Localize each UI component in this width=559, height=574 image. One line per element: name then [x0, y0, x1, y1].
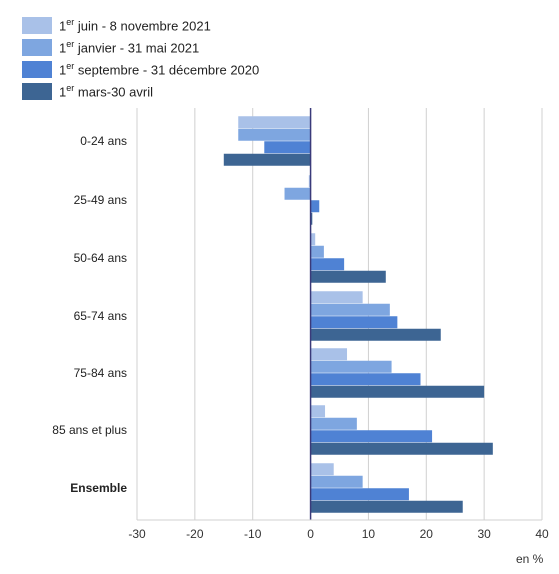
- x-tick-label: 30: [477, 527, 491, 541]
- bar: [310, 328, 441, 341]
- bar: [238, 116, 311, 129]
- bar: [310, 245, 324, 258]
- legend-item: 1er janvier - 31 mai 2021: [22, 36, 259, 58]
- legend-item: 1er juin - 8 novembre 2021: [22, 14, 259, 36]
- bar: [310, 348, 348, 361]
- bar: [310, 442, 493, 455]
- x-tick-label: 40: [535, 527, 549, 541]
- bar: [310, 212, 313, 225]
- bar: [310, 233, 316, 246]
- bar: [310, 405, 326, 418]
- bar: [310, 430, 433, 443]
- bar: [223, 153, 311, 166]
- bar: [310, 417, 357, 430]
- bar: [310, 291, 363, 304]
- legend-label: 1er septembre - 31 décembre 2020: [59, 60, 260, 78]
- bar: [310, 316, 398, 329]
- bar: [310, 270, 386, 283]
- legend-item: 1er mars-30 avril: [22, 80, 259, 102]
- x-tick-label: -20: [186, 527, 204, 541]
- legend: 1er juin - 8 novembre 2021 1er janvier - …: [22, 14, 259, 102]
- bar: [310, 360, 392, 373]
- category-label: 75-84 ans: [74, 366, 127, 380]
- category-label: 65-74 ans: [74, 309, 127, 323]
- x-tick-label: 10: [362, 527, 376, 541]
- category-label: 25-49 ans: [74, 193, 127, 207]
- legend-swatch: [22, 16, 52, 34]
- bar: [310, 258, 345, 271]
- bar: [310, 385, 485, 398]
- legend-swatch: [22, 60, 52, 78]
- x-axis-unit-label: en %: [516, 552, 544, 566]
- x-tick-label: 0: [307, 527, 314, 541]
- bar: [308, 175, 311, 188]
- legend-swatch: [22, 82, 52, 100]
- legend-label: 1er juin - 8 novembre 2021: [59, 16, 211, 34]
- bar: [238, 128, 311, 141]
- bar: [310, 200, 320, 213]
- x-tick-label: -30: [128, 527, 146, 541]
- category-label: 0-24 ans: [80, 134, 127, 148]
- legend-item: 1er septembre - 31 décembre 2020: [22, 58, 259, 80]
- x-tick-label: -10: [244, 527, 262, 541]
- bar: [310, 475, 363, 488]
- x-tick-label: 20: [420, 527, 434, 541]
- bar: [284, 187, 311, 200]
- category-label: 50-64 ans: [74, 251, 127, 265]
- category-label: Ensemble: [70, 481, 127, 495]
- legend-swatch: [22, 38, 52, 56]
- bar: [310, 488, 409, 501]
- category-label: 85 ans et plus: [52, 423, 127, 437]
- bar: [310, 500, 463, 513]
- legend-label: 1er janvier - 31 mai 2021: [59, 38, 200, 56]
- bar: [310, 303, 390, 316]
- bar: [310, 373, 421, 386]
- legend-label: 1er mars-30 avril: [59, 82, 153, 100]
- bar: [264, 141, 311, 154]
- bar: [310, 463, 334, 476]
